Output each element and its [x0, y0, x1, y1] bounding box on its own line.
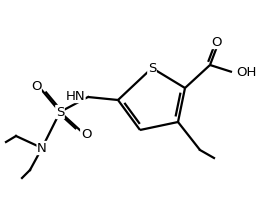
Text: S: S: [56, 105, 64, 118]
Text: HN: HN: [65, 90, 85, 102]
Text: OH: OH: [236, 65, 256, 78]
Text: S: S: [148, 61, 156, 74]
Text: O: O: [31, 79, 41, 93]
Text: O: O: [81, 128, 91, 140]
Text: O: O: [211, 35, 221, 49]
Text: N: N: [37, 141, 47, 154]
